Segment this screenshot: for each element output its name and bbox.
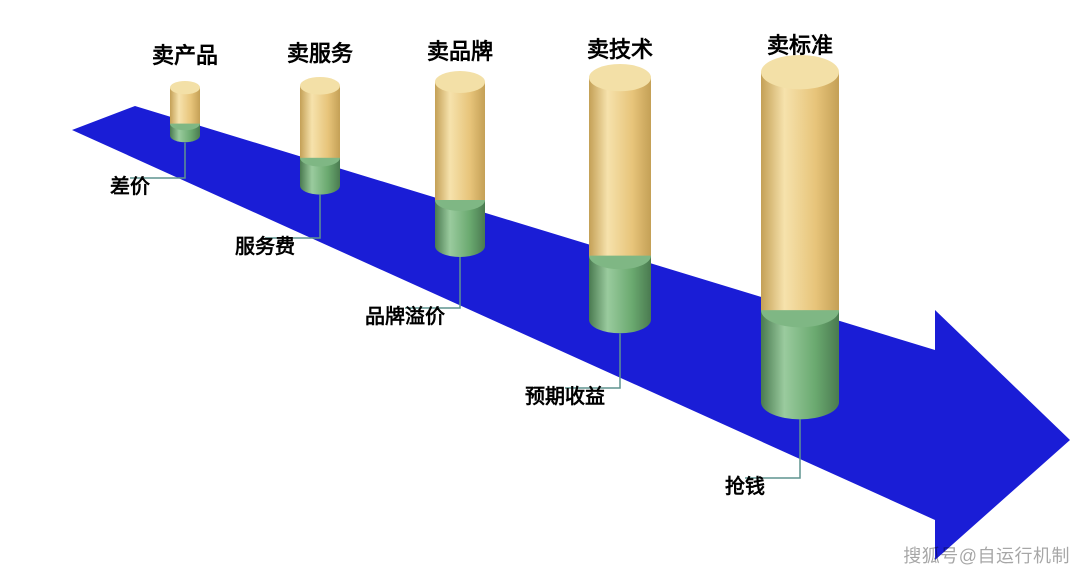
top-label-1: 卖服务	[287, 36, 353, 68]
cylinder-1	[300, 77, 340, 203]
bottom-label-4: 抢钱	[725, 470, 765, 499]
diagram-stage: 卖产品差价 卖服务服务费 卖品牌品牌溢价 卖技术预期收益 卖标准抢钱 搜狐号@自运行机制	[0, 0, 1080, 574]
cylinder-4	[761, 55, 839, 436]
top-label-2: 卖品牌	[427, 34, 493, 66]
top-label-3: 卖技术	[587, 32, 653, 64]
top-label-4: 卖标准	[767, 28, 833, 60]
top-label-0: 卖产品	[152, 38, 218, 70]
bottom-label-1: 服务费	[235, 230, 295, 259]
bottom-label-2: 品牌溢价	[365, 300, 445, 329]
cylinder-3	[589, 64, 651, 347]
cylinder-0	[170, 81, 200, 149]
watermark-text: 搜狐号@自运行机制	[903, 542, 1070, 568]
cylinder-2	[435, 71, 485, 268]
bottom-label-3: 预期收益	[525, 380, 605, 409]
progress-arrow	[0, 0, 1080, 574]
bottom-label-0: 差价	[110, 170, 150, 199]
